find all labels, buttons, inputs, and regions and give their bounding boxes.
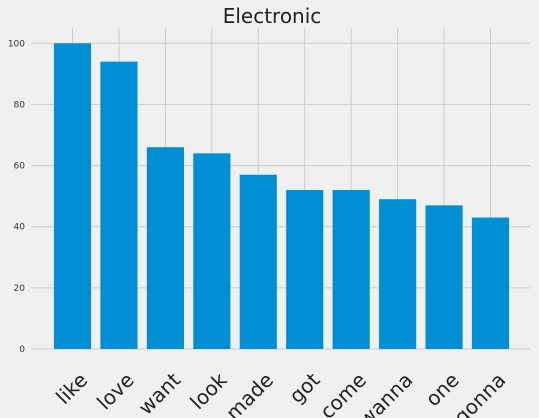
- x-tick-label: made: [221, 368, 278, 418]
- bar-love: [100, 61, 138, 349]
- x-tick-label: like: [51, 368, 92, 409]
- bar-wanna: [379, 199, 417, 349]
- y-tick-label: 20: [14, 284, 26, 294]
- y-tick-label: 40: [14, 223, 26, 233]
- y-tick-label: 0: [19, 345, 25, 355]
- y-axis-tick-labels: 0 20 40 60 80 100: [8, 39, 25, 355]
- bar-got: [286, 190, 324, 349]
- bar-one: [425, 205, 463, 349]
- y-tick-label: 60: [14, 162, 26, 172]
- x-tick-label: love: [92, 368, 139, 415]
- bars: [53, 43, 510, 350]
- bar-like: [53, 43, 92, 350]
- bar-want: [146, 147, 184, 349]
- bar-come: [332, 190, 370, 349]
- bar-gonna: [471, 217, 510, 349]
- chart-title: Electronic: [223, 4, 322, 28]
- x-tick-label: gonna: [449, 368, 510, 418]
- y-tick-label: 100: [8, 39, 25, 49]
- x-tick-label: wanna: [354, 368, 418, 418]
- bar-look: [193, 153, 231, 349]
- x-tick-label: want: [133, 368, 185, 418]
- bar-made: [239, 174, 277, 349]
- y-tick-label: 80: [14, 100, 26, 110]
